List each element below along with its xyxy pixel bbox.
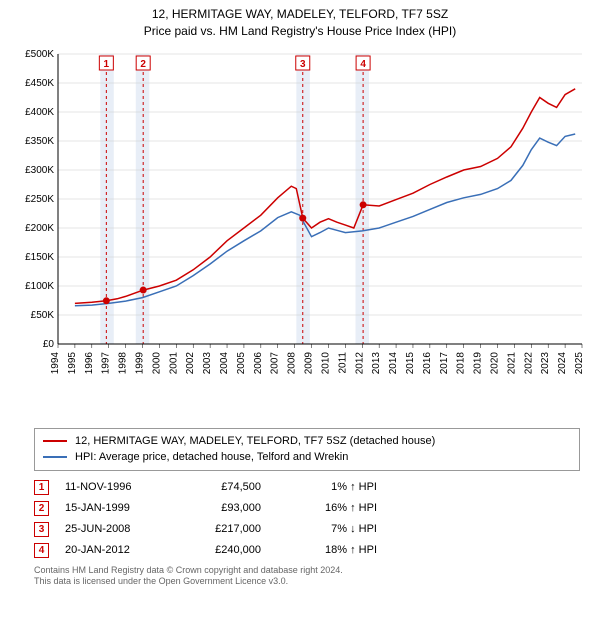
svg-text:2009: 2009 xyxy=(304,351,315,374)
date-cell: 11-NOV-1996 xyxy=(65,481,165,493)
chart-svg: £0 £50K £100K £150K £200K £250K £300K £350K £400… xyxy=(10,44,590,424)
legend-label-hpi: HPI: Average price, detached house, Telf… xyxy=(75,449,348,466)
svg-text:1995: 1995 xyxy=(67,351,78,374)
svg-text:2015: 2015 xyxy=(405,351,416,374)
date-cell: 25-JUN-2008 xyxy=(65,523,165,535)
svg-text:£200K: £200K xyxy=(25,223,54,234)
table-row: 4 20-JAN-2012 £240,000 18% ↑ HPI xyxy=(34,540,580,561)
price-cell: £217,000 xyxy=(181,523,261,535)
marker-1: 1 xyxy=(34,480,49,495)
svg-text:1996: 1996 xyxy=(84,351,95,374)
svg-text:1997: 1997 xyxy=(101,351,112,374)
date-cell: 15-JAN-1999 xyxy=(65,502,165,514)
legend: 12, HERMITAGE WAY, MADELEY, TELFORD, TF7… xyxy=(34,428,580,471)
chart: £0 £50K £100K £150K £200K £250K £300K £350K £400… xyxy=(10,44,590,424)
svg-text:£300K: £300K xyxy=(25,165,54,176)
svg-text:4: 4 xyxy=(360,59,366,70)
svg-text:2024: 2024 xyxy=(557,351,568,374)
legend-label-property: 12, HERMITAGE WAY, MADELEY, TELFORD, TF7… xyxy=(75,433,435,450)
svg-text:2001: 2001 xyxy=(168,351,179,374)
svg-text:£150K: £150K xyxy=(25,252,54,263)
svg-text:2004: 2004 xyxy=(219,351,230,374)
svg-text:2002: 2002 xyxy=(185,351,196,374)
svg-text:2006: 2006 xyxy=(253,351,264,374)
svg-text:2005: 2005 xyxy=(236,351,247,374)
svg-text:£450K: £450K xyxy=(25,78,54,89)
svg-text:£500K: £500K xyxy=(25,49,54,60)
delta-cell: 18% ↑ HPI xyxy=(277,544,377,556)
svg-text:2020: 2020 xyxy=(489,351,500,374)
delta-cell: 7% ↓ HPI xyxy=(277,523,377,535)
date-cell: 20-JAN-2012 xyxy=(65,544,165,556)
footer: Contains HM Land Registry data © Crown c… xyxy=(34,565,580,588)
price-cell: £74,500 xyxy=(181,481,261,493)
svg-text:2008: 2008 xyxy=(287,351,298,374)
svg-text:2018: 2018 xyxy=(456,351,467,374)
svg-text:2022: 2022 xyxy=(523,351,534,374)
transactions-table: 1 11-NOV-1996 £74,500 1% ↑ HPI 2 15-JAN-… xyxy=(34,477,580,561)
table-row: 3 25-JUN-2008 £217,000 7% ↓ HPI xyxy=(34,519,580,540)
svg-text:2003: 2003 xyxy=(202,351,213,374)
svg-text:2: 2 xyxy=(140,59,146,70)
svg-text:2016: 2016 xyxy=(422,351,433,374)
svg-text:2025: 2025 xyxy=(574,351,585,374)
svg-text:1998: 1998 xyxy=(118,351,129,374)
svg-text:1: 1 xyxy=(104,59,110,70)
table-row: 1 11-NOV-1996 £74,500 1% ↑ HPI xyxy=(34,477,580,498)
footer-line2: This data is licensed under the Open Gov… xyxy=(34,576,580,588)
price-cell: £93,000 xyxy=(181,502,261,514)
svg-text:2017: 2017 xyxy=(439,351,450,374)
svg-text:£50K: £50K xyxy=(31,310,55,321)
title-block: 12, HERMITAGE WAY, MADELEY, TELFORD, TF7… xyxy=(10,6,590,40)
svg-text:2019: 2019 xyxy=(473,351,484,374)
delta-cell: 16% ↑ HPI xyxy=(277,502,377,514)
legend-row-property: 12, HERMITAGE WAY, MADELEY, TELFORD, TF7… xyxy=(43,433,571,450)
svg-text:2000: 2000 xyxy=(151,351,162,374)
address-title: 12, HERMITAGE WAY, MADELEY, TELFORD, TF7… xyxy=(10,6,590,23)
svg-text:2010: 2010 xyxy=(320,351,331,374)
footer-line1: Contains HM Land Registry data © Crown c… xyxy=(34,565,580,577)
svg-text:3: 3 xyxy=(300,59,306,70)
figure-container: 12, HERMITAGE WAY, MADELEY, TELFORD, TF7… xyxy=(0,0,600,592)
price-cell: £240,000 xyxy=(181,544,261,556)
svg-text:2014: 2014 xyxy=(388,351,399,374)
svg-text:£350K: £350K xyxy=(25,136,54,147)
legend-swatch-hpi xyxy=(43,456,67,458)
svg-text:£0: £0 xyxy=(43,339,55,350)
svg-text:£400K: £400K xyxy=(25,107,54,118)
legend-swatch-property xyxy=(43,440,67,442)
svg-text:2013: 2013 xyxy=(371,351,382,374)
delta-cell: 1% ↑ HPI xyxy=(277,481,377,493)
svg-text:2023: 2023 xyxy=(540,351,551,374)
svg-text:2007: 2007 xyxy=(270,351,281,374)
svg-text:2011: 2011 xyxy=(337,351,348,373)
marker-3: 3 xyxy=(34,522,49,537)
svg-text:£250K: £250K xyxy=(25,194,54,205)
svg-text:1994: 1994 xyxy=(50,351,61,374)
marker-4: 4 xyxy=(34,543,49,558)
svg-text:£100K: £100K xyxy=(25,281,54,292)
svg-text:1999: 1999 xyxy=(135,351,146,374)
legend-row-hpi: HPI: Average price, detached house, Telf… xyxy=(43,449,571,466)
subtitle: Price paid vs. HM Land Registry's House … xyxy=(10,23,590,40)
svg-text:2021: 2021 xyxy=(506,351,517,374)
table-row: 2 15-JAN-1999 £93,000 16% ↑ HPI xyxy=(34,498,580,519)
svg-text:2012: 2012 xyxy=(354,351,365,374)
marker-2: 2 xyxy=(34,501,49,516)
